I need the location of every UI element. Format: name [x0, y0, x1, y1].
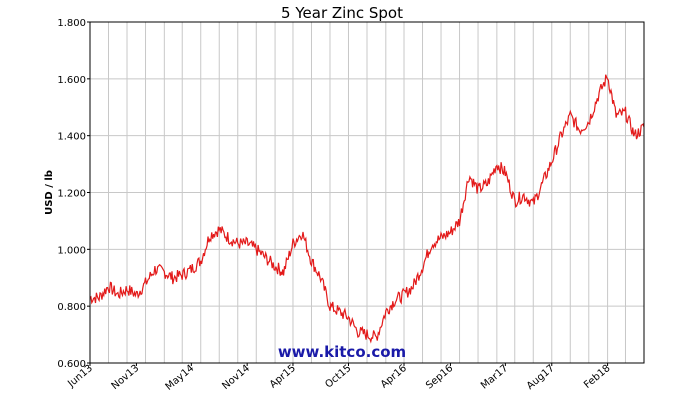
y-tick-label: 1.000: [57, 245, 86, 256]
x-tick-label: Feb18: [582, 363, 612, 391]
y-tick-label: 0.800: [57, 302, 86, 313]
y-tick-label: 1.200: [57, 189, 86, 200]
y-tick-label: 1.600: [57, 75, 86, 86]
x-tick-label: Oct15: [323, 363, 353, 391]
x-tick-label: Nov14: [220, 363, 252, 392]
y-tick-label: 1.800: [57, 18, 86, 29]
y-tick-label: 1.400: [57, 132, 86, 143]
series-line: [89, 74, 645, 344]
y-axis-ticks: 0.600 0.800 1.000 1.200 1.400 1.600 1.800: [57, 18, 90, 370]
y-axis-label: USD / lb: [44, 170, 55, 215]
y-tick-label: 0.600: [57, 359, 86, 370]
x-tick-label: May14: [164, 363, 197, 393]
x-tick-label: Apr15: [268, 363, 298, 391]
x-axis-ticks: Jun13 Nov13 May14 Nov14 Apr15 Oct15 Apr16 Sep16…: [65, 363, 612, 393]
plot-frame: [89, 21, 645, 364]
x-tick-label: Aug17: [525, 363, 557, 392]
x-tick-label: Mar17: [479, 363, 510, 392]
x-tick-label: Sep16: [424, 363, 455, 392]
x-tick-label: Apr16: [379, 363, 409, 391]
watermark: www.kitco.com: [278, 343, 406, 361]
gridlines: [90, 21, 644, 364]
x-tick-label: Nov13: [110, 363, 142, 392]
chart-title: 5 Year Zinc Spot: [281, 4, 403, 22]
